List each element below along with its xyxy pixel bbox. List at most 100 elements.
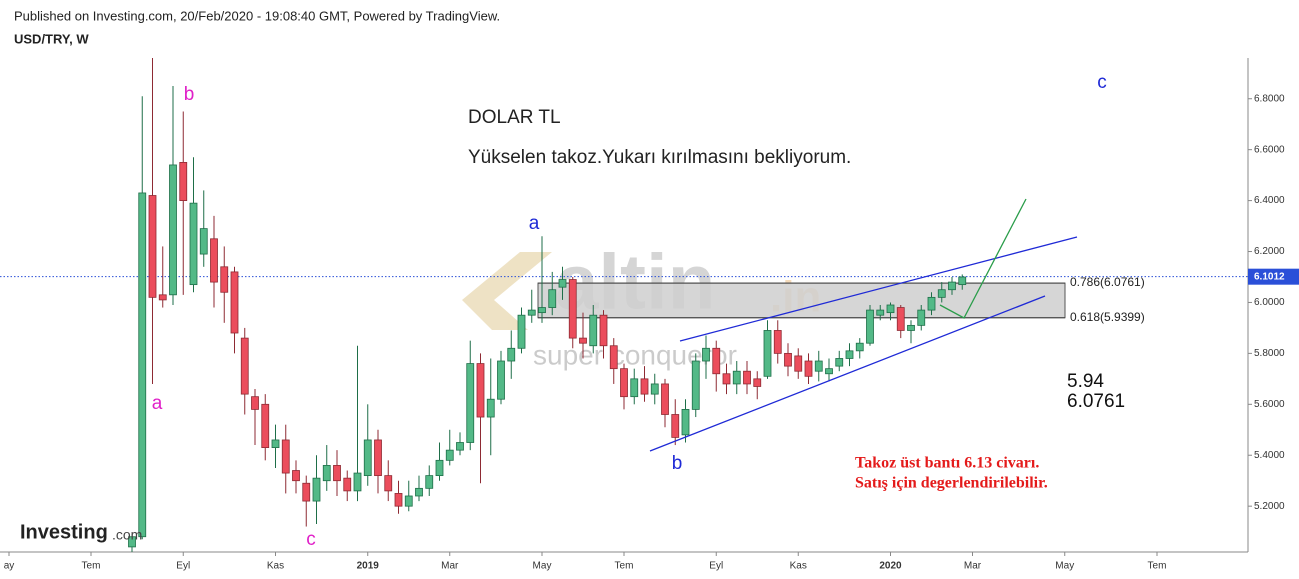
candle-body	[825, 368, 833, 375]
x-tick-label: May	[1055, 561, 1074, 572]
candle-body	[148, 195, 157, 298]
candle-body	[333, 465, 341, 482]
candle-body	[456, 442, 464, 451]
candle-body	[415, 487, 423, 497]
candle-body	[630, 378, 639, 398]
candle-body	[773, 330, 782, 354]
candle-body	[404, 495, 413, 507]
candle-body	[917, 309, 926, 326]
x-tick-label: Mar	[441, 561, 459, 572]
candle-body	[927, 296, 936, 311]
annotation: c	[306, 529, 316, 550]
x-tick-label: Kas	[267, 561, 284, 572]
candle-body	[538, 307, 546, 314]
candle-body	[907, 324, 915, 331]
candle-body	[230, 271, 239, 334]
trend-line-lower	[649, 295, 1046, 452]
candle-body	[128, 536, 136, 548]
x-tick-label: Mar	[964, 561, 982, 572]
candle-body	[948, 281, 956, 291]
annotation: b	[184, 84, 195, 105]
logo: Investing	[20, 521, 108, 543]
annotation: c	[1097, 72, 1107, 93]
x-tick-label: Kas	[790, 561, 807, 572]
x-tick-label: Eyl	[176, 561, 190, 572]
candle-body	[374, 439, 382, 477]
candle-body	[497, 360, 505, 400]
candle-body	[568, 279, 577, 339]
candle-body	[855, 342, 864, 352]
candle-body	[958, 276, 967, 286]
annotation: b	[672, 453, 683, 474]
candle-body	[322, 465, 331, 482]
candle-body	[589, 314, 598, 347]
candle-body	[169, 164, 177, 296]
candle-body	[292, 470, 300, 482]
y-tick-label: 6.0000	[1254, 297, 1285, 308]
annotation: Yükselen takoz.Yukarı kırılmasını bekliy…	[468, 147, 851, 168]
annotation: a	[529, 213, 540, 234]
candle-body	[937, 289, 946, 298]
projection-line	[939, 198, 1027, 319]
candle-body	[620, 368, 628, 398]
x-tick-label: Tem	[82, 561, 101, 572]
y-tick-label: 5.6000	[1254, 399, 1285, 410]
logo-suffix: .com	[112, 527, 142, 543]
annotation: a	[152, 393, 163, 414]
candle-body	[712, 347, 721, 375]
trend-line-upper	[679, 236, 1078, 342]
candle-body	[425, 475, 434, 489]
candle-body	[784, 352, 792, 367]
candle-body	[261, 403, 270, 448]
x-tick-label: Tem	[615, 561, 634, 572]
candle-body	[579, 337, 587, 344]
candle-body	[650, 383, 659, 395]
candle-body	[845, 350, 854, 359]
candle-body	[476, 363, 485, 418]
candle-body	[445, 449, 454, 461]
candle-body	[681, 409, 690, 436]
candle-body	[384, 475, 393, 492]
candle-body	[466, 363, 475, 443]
candle-body	[210, 238, 218, 283]
candle-body	[240, 337, 249, 395]
fib-level-label: 0.618(5.9399)	[1070, 310, 1145, 324]
candle-body	[814, 360, 823, 372]
candle-body	[661, 383, 669, 415]
candle-body	[671, 414, 680, 438]
x-tick-label: 2019	[357, 561, 380, 572]
candle-body	[866, 309, 874, 344]
candle-body	[804, 360, 813, 377]
candle-body	[271, 439, 280, 448]
current-price-box	[1248, 268, 1299, 285]
y-tick-label: 5.8000	[1254, 348, 1285, 359]
annotation: 5.94	[1067, 371, 1104, 392]
y-tick-label: 6.2000	[1254, 246, 1285, 257]
annotation: 6.0761	[1067, 391, 1125, 412]
candle-body	[189, 202, 198, 286]
symbol: USD/TRY, W	[14, 31, 89, 46]
candle-body	[435, 459, 444, 477]
candle-body	[835, 358, 844, 367]
annotation: Satış için degerlendirilebilir.	[855, 475, 1048, 492]
watermark-icon	[462, 252, 552, 330]
candle-body	[702, 347, 710, 362]
candle-body	[763, 330, 772, 377]
candle-body	[886, 304, 895, 314]
y-tick-label: 5.2000	[1254, 501, 1285, 512]
candle-body	[486, 398, 495, 418]
candle-body	[517, 314, 526, 349]
y-tick-label: 5.4000	[1254, 450, 1285, 461]
candle-body	[353, 472, 362, 492]
annotation: Takoz üst bantı 6.13 civarı.	[855, 455, 1039, 472]
candle-body	[363, 439, 372, 477]
candle-body	[302, 482, 311, 502]
candle-body	[609, 345, 618, 370]
candle-body	[158, 294, 167, 301]
candle-body	[691, 360, 700, 410]
candle-body	[138, 192, 147, 538]
candle-body	[343, 477, 352, 492]
candle-body	[199, 228, 208, 255]
candle-body	[527, 309, 536, 316]
